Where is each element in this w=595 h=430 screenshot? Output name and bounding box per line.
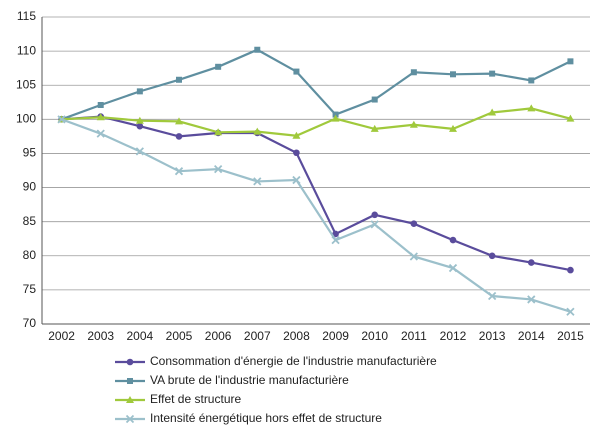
- marker: [409, 252, 418, 261]
- marker: [253, 177, 262, 186]
- marker: [135, 116, 144, 124]
- marker: [488, 108, 497, 116]
- marker: [97, 102, 104, 109]
- y-tick-label: 100: [16, 112, 36, 126]
- marker: [136, 88, 143, 95]
- marker: [371, 211, 379, 219]
- marker: [410, 69, 417, 76]
- marker: [449, 236, 457, 244]
- marker: [409, 120, 418, 128]
- x-tick-label: 2002: [48, 329, 75, 343]
- marker: [125, 414, 135, 424]
- x-tick-label: 2013: [479, 329, 506, 343]
- y-tick-label: 95: [23, 146, 37, 160]
- marker: [488, 252, 496, 260]
- marker: [135, 147, 144, 156]
- legend-label: Effet de structure: [150, 392, 241, 406]
- y-tick-label: 115: [17, 9, 36, 23]
- marker: [527, 104, 536, 112]
- marker: [371, 96, 378, 103]
- series-line: [61, 48, 571, 121]
- legend-label: Intensité énergétique hors effet de stru…: [150, 411, 382, 425]
- marker: [489, 70, 496, 77]
- marker: [96, 129, 105, 138]
- marker: [215, 63, 222, 70]
- y-tick-label: 105: [16, 77, 36, 91]
- marker: [370, 124, 379, 132]
- x-tick-label: 2004: [127, 329, 154, 343]
- marker: [331, 114, 340, 122]
- marker: [527, 259, 535, 266]
- y-tick-label: 75: [23, 282, 37, 296]
- marker: [136, 122, 144, 130]
- x-tick-label: 2010: [361, 329, 388, 343]
- legend-label: VA brute de l'industrie manufacturière: [150, 373, 349, 387]
- marker: [174, 167, 184, 176]
- marker: [127, 378, 133, 384]
- x-tick-label: 2007: [244, 329, 271, 343]
- series-line: [61, 118, 571, 313]
- marker: [527, 295, 536, 304]
- marker: [293, 149, 300, 157]
- x-tick-label: 2014: [518, 329, 545, 343]
- marker: [488, 291, 497, 301]
- marker: [292, 175, 301, 185]
- x-tick-label: 2008: [283, 329, 310, 343]
- y-tick-label: 70: [23, 316, 37, 330]
- x-tick-label: 2015: [557, 329, 584, 343]
- marker: [175, 133, 183, 140]
- x-tick-label: 2011: [401, 329, 427, 343]
- marker: [292, 131, 301, 139]
- series-line: [61, 115, 571, 272]
- marker: [214, 128, 223, 136]
- marker: [214, 164, 223, 174]
- marker: [253, 127, 262, 135]
- marker: [96, 113, 105, 121]
- marker: [448, 263, 458, 273]
- marker: [175, 117, 183, 125]
- marker: [528, 77, 535, 84]
- marker: [126, 396, 134, 403]
- marker: [293, 68, 300, 75]
- marker: [370, 220, 379, 229]
- marker: [449, 124, 457, 132]
- marker: [450, 71, 456, 78]
- y-tick-label: 110: [17, 43, 36, 57]
- marker: [57, 115, 66, 124]
- x-tick-label: 2003: [87, 329, 114, 343]
- marker: [567, 58, 574, 65]
- x-tick-label: 2012: [440, 329, 467, 343]
- marker: [331, 235, 340, 245]
- marker: [332, 111, 339, 118]
- y-tick-label: 80: [23, 248, 37, 262]
- marker: [176, 76, 182, 83]
- x-tick-label: 2006: [205, 329, 232, 343]
- marker: [410, 220, 418, 228]
- legend-label: Consommation d'énergie de l'industrie ma…: [150, 354, 437, 368]
- marker: [254, 46, 261, 53]
- y-tick-label: 90: [23, 180, 37, 194]
- marker: [566, 114, 575, 122]
- marker: [126, 358, 134, 366]
- series-line: [61, 107, 571, 137]
- x-tick-label: 2009: [322, 329, 349, 343]
- marker: [567, 266, 574, 274]
- y-tick-label: 85: [23, 214, 37, 228]
- marker: [566, 307, 575, 316]
- x-tick-label: 2005: [166, 329, 193, 343]
